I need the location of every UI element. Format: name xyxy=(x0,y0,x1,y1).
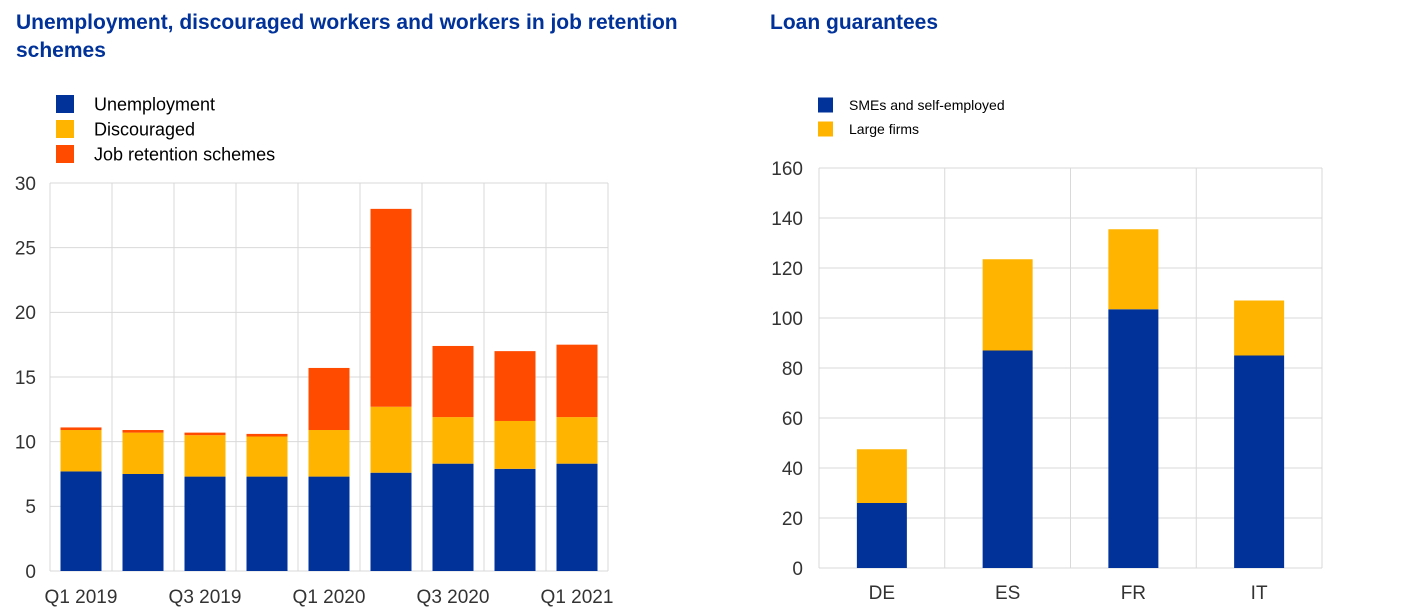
legend-label: SMEs and self-employed xyxy=(849,97,1005,113)
legend-label: Discouraged xyxy=(94,119,195,139)
bar-segment xyxy=(308,476,350,571)
bar-segment xyxy=(432,417,474,464)
bar-segment xyxy=(60,427,102,431)
y-tick-label: 25 xyxy=(15,239,36,260)
bar-segment xyxy=(856,449,907,503)
y-tick-label: 140 xyxy=(771,209,803,230)
y-tick-label: 80 xyxy=(782,359,803,380)
y-tick-label: 20 xyxy=(782,509,803,530)
legend-swatch xyxy=(818,121,833,137)
bar-segment xyxy=(370,472,412,571)
legend-label: Unemployment xyxy=(94,94,215,114)
bar-segment xyxy=(1234,300,1285,356)
bar-segment xyxy=(982,259,1033,351)
x-tick-label: IT xyxy=(1251,583,1268,604)
bar-segment xyxy=(556,417,598,464)
y-tick-label: 60 xyxy=(782,409,803,430)
x-tick-label: Q1 2021 xyxy=(541,587,614,608)
y-tick-label: 10 xyxy=(15,433,36,454)
bar-segment xyxy=(432,345,474,418)
legend-swatch xyxy=(818,97,833,113)
bar-segment xyxy=(1108,309,1159,568)
legend-swatch xyxy=(56,95,74,113)
bar-segment xyxy=(246,433,288,437)
y-tick-label: 20 xyxy=(15,303,36,324)
x-tick-label: Q1 2020 xyxy=(293,587,366,608)
bar-segment xyxy=(246,436,288,477)
y-tick-label: 0 xyxy=(25,562,36,583)
bar-segment xyxy=(184,476,226,571)
bar-segment xyxy=(432,463,474,571)
x-tick-label: Q3 2020 xyxy=(417,587,490,608)
legend-swatch xyxy=(56,145,74,163)
bar-segment xyxy=(1108,229,1159,310)
left-chart: 0 5 10 15 20 25 30 Q1 2019 Q3 2019 Q1 2020 Q3 2020… xyxy=(15,94,614,608)
bar-segment xyxy=(982,350,1033,568)
y-tick-label: 15 xyxy=(15,368,36,389)
bar-segment xyxy=(494,468,536,571)
x-tick-label: FR xyxy=(1121,583,1146,604)
y-tick-label: 5 xyxy=(25,497,36,518)
bar-segment xyxy=(60,430,102,472)
y-tick-label: 120 xyxy=(771,259,803,280)
bar-segment xyxy=(556,463,598,571)
right-chart-title: Loan guarantees xyxy=(770,11,939,34)
legend-swatch xyxy=(56,120,74,138)
bar-segment xyxy=(308,430,350,477)
bar-segment xyxy=(494,420,536,469)
x-tick-label: Q3 2019 xyxy=(169,587,242,608)
bar-segment xyxy=(122,474,164,571)
bar-segment xyxy=(370,406,412,473)
bar-segment xyxy=(122,432,164,474)
bar-segment xyxy=(184,432,226,436)
bar-segment xyxy=(494,351,536,421)
x-tick-label: Q1 2019 xyxy=(45,587,118,608)
x-tick-label: ES xyxy=(995,583,1020,604)
y-tick-label: 160 xyxy=(771,159,803,180)
bar-segment xyxy=(856,503,907,568)
y-tick-label: 0 xyxy=(792,559,803,580)
bar-segment xyxy=(556,344,598,418)
left-chart-title: Unemployment, discouraged workers and wo… xyxy=(16,11,678,62)
right-chart: 0 20 40 60 80 100 120 140 160 DE ES FR IT SMEs and se… xyxy=(771,97,1323,604)
legend-label: Job retention schemes xyxy=(94,144,275,164)
bar-segment xyxy=(246,476,288,571)
y-tick-label: 30 xyxy=(15,174,36,195)
y-tick-label: 100 xyxy=(771,309,803,330)
bar-segment xyxy=(60,471,102,571)
x-tick-label: DE xyxy=(869,583,895,604)
bar-segment xyxy=(370,208,412,407)
bar-segment xyxy=(308,367,350,431)
bar-segment xyxy=(184,435,226,477)
legend-label: Large firms xyxy=(849,121,919,137)
bar-segment xyxy=(1234,355,1285,568)
y-tick-label: 40 xyxy=(782,459,803,480)
bar-segment xyxy=(122,430,164,433)
